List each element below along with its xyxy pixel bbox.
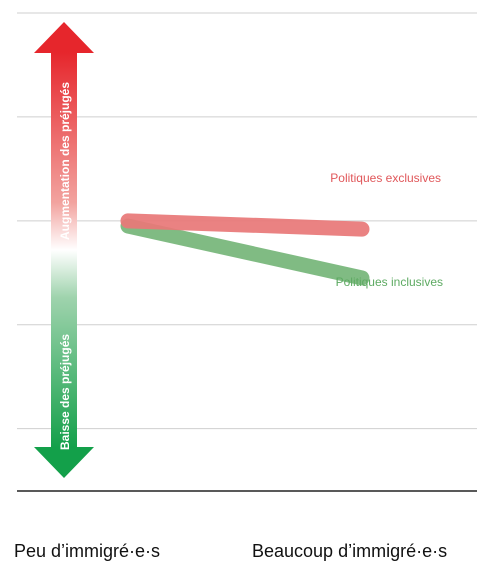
- series-label-exclusives: Politiques exclusives: [330, 171, 441, 185]
- arrow-label-up: Augmentation des préjugés: [58, 82, 72, 240]
- arrow-label-down: Baisse des préjugés: [58, 334, 72, 450]
- series-label-inclusives: Politiques inclusives: [336, 275, 443, 289]
- x-category-label: Peu d’immigré·e·s: [14, 541, 161, 561]
- x-category-label: Beaucoup d’immigré·e·s: [252, 541, 448, 561]
- prejudice-arrow: Augmentation des préjugés Baisse des pré…: [34, 22, 94, 478]
- series-line-inclusives: [120, 218, 370, 286]
- arrow-head-down: [34, 447, 94, 478]
- series-layer: [120, 213, 370, 286]
- arrow-shaft: [51, 52, 77, 448]
- arrow-head-up: [34, 22, 94, 53]
- series-line-exclusives: [120, 213, 370, 237]
